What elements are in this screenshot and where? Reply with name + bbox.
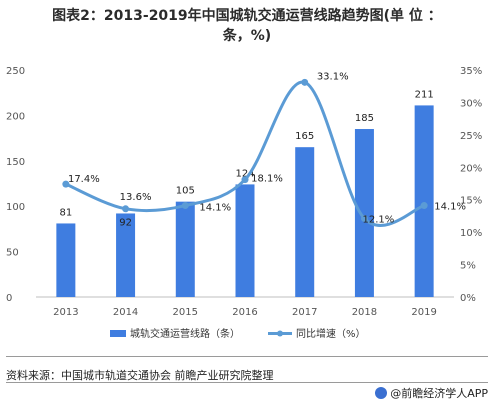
y-right-tick-label: 20% [460, 163, 482, 174]
y-right-tick-label: 30% [460, 98, 482, 109]
growth-value-label: 14.1% [199, 203, 231, 214]
divider-bottom [6, 382, 488, 383]
x-tick-label: 2014 [113, 307, 138, 318]
chart-title-line2: 条，%) [222, 28, 272, 44]
brand-logo-icon [375, 387, 388, 399]
growth-value-label: 18.1% [251, 174, 283, 185]
divider-top [6, 356, 488, 357]
chart-title: 图表2：2013-2019年中国城轨交通运营线路趋势图(单 位 ： 条，%) [0, 6, 494, 46]
bar [295, 147, 315, 297]
bar [56, 223, 76, 297]
x-tick-label: 2015 [173, 307, 198, 318]
y-left-tick-label: 0 [6, 293, 12, 304]
legend-swatch-bar [110, 330, 126, 337]
growth-value-label: 14.1% [434, 202, 466, 213]
legend-swatch-point [277, 330, 283, 337]
legend-label-line: 同比增速（%） [296, 327, 366, 340]
y-left-tick-label: 250 [6, 66, 25, 77]
brand-text: @前瞻经济学人APP [390, 387, 488, 400]
y-right-tick-label: 10% [460, 228, 482, 239]
growth-point [62, 180, 70, 188]
bar-value-label: 165 [295, 131, 314, 142]
y-left-tick-label: 50 [6, 248, 19, 259]
bar-value-label: 81 [59, 207, 72, 218]
chart-title-line1: 图表2：2013-2019年中国城轨交通运营线路趋势图(单 位 ： [52, 8, 442, 24]
bar [175, 201, 195, 297]
y-right-tick-label: 5% [460, 261, 476, 272]
y-right-tick-label: 0% [460, 293, 476, 304]
bar-value-label: 124 [235, 168, 254, 179]
growth-value-label: 17.4% [68, 174, 100, 185]
bar [116, 213, 136, 297]
y-right-tick-label: 25% [460, 131, 482, 142]
chart-area: 0 50 100 150 200 250 0% 5% 10% 15% 20% 25% 30% 35% 201… [6, 66, 482, 340]
growth-point [181, 202, 189, 210]
growth-value-label: 12.1% [363, 215, 395, 226]
x-tick-label: 2017 [292, 307, 317, 318]
x-tick-label: 2013 [53, 307, 78, 318]
bar-value-label: 92 [119, 217, 132, 228]
growth-point [301, 78, 309, 86]
bar [235, 184, 255, 297]
y-left-tick-label: 150 [6, 157, 25, 168]
y-left-tick-label: 100 [6, 202, 25, 213]
bar-value-label: 185 [355, 113, 374, 124]
bar-value-label: 105 [176, 186, 195, 197]
y-right-tick-label: 15% [460, 196, 482, 207]
y-left-tick-label: 200 [6, 111, 25, 122]
growth-point [360, 215, 368, 223]
bar [414, 105, 434, 297]
growth-point [241, 176, 249, 184]
bar [354, 129, 374, 297]
x-tick-label: 2018 [352, 307, 377, 318]
x-tick-label: 2016 [232, 307, 257, 318]
growth-point [122, 205, 130, 213]
x-tick-label: 2019 [411, 307, 436, 318]
y-right-tick-label: 35% [460, 66, 482, 77]
growth-point [420, 202, 428, 210]
brand-credit: @前瞻经济学人APP [375, 385, 488, 401]
bar-value-label: 211 [415, 89, 434, 100]
legend-label-bar: 城轨交通运营线路（条） [130, 327, 240, 340]
source-note: 资料来源：中国城市轨道交通协会 前瞻产业研究院整理 [6, 369, 274, 382]
growth-value-label: 33.1% [317, 71, 349, 82]
growth-value-label: 13.6% [120, 192, 152, 203]
